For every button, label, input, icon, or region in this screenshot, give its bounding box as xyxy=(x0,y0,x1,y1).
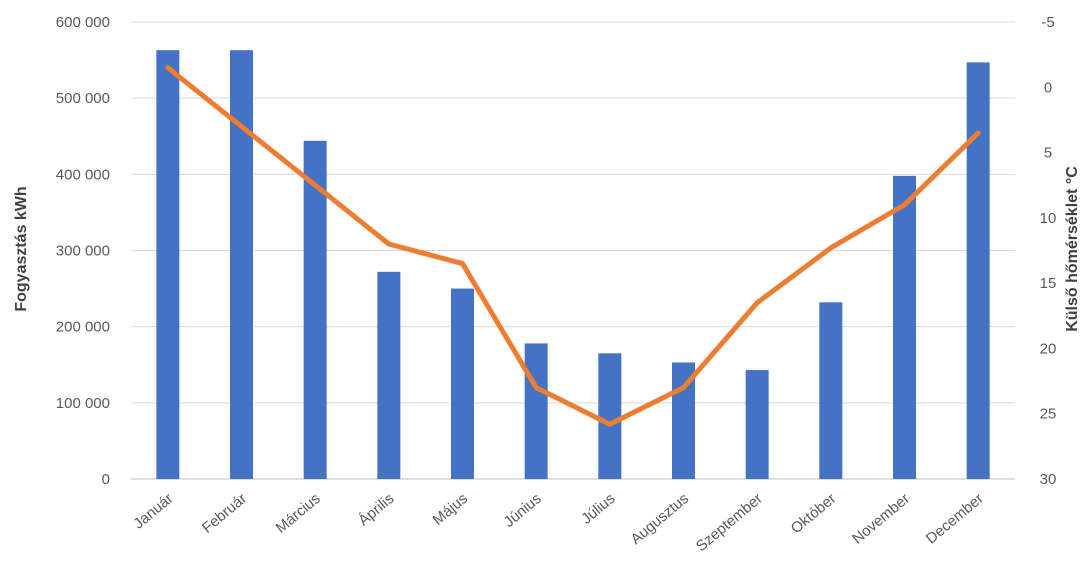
x-tick-label: Február xyxy=(199,490,250,537)
x-tick-label: Március xyxy=(273,490,324,537)
left-tick-label: 100 000 xyxy=(56,395,110,412)
x-tick-label: November xyxy=(849,490,913,548)
bar xyxy=(156,50,180,479)
left-tick-label: 600 000 xyxy=(56,14,110,31)
x-tick-label: Január xyxy=(130,490,176,533)
right-tick-label: 20 xyxy=(1040,340,1057,357)
bar xyxy=(524,343,548,479)
bar xyxy=(451,288,474,479)
left-tick-label: 0 xyxy=(102,471,110,488)
consumption-bars xyxy=(156,50,990,479)
bar xyxy=(819,302,843,479)
right-tick-label: 25 xyxy=(1040,406,1057,423)
left-tick-label: 400 000 xyxy=(56,166,110,183)
right-axis-ticks: -5 0 5 10 15 20 25 30 xyxy=(1040,14,1057,488)
x-tick-label: Október xyxy=(788,490,840,537)
left-axis-title: Fogyasztás kWh xyxy=(13,186,30,311)
x-tick-label: Április xyxy=(355,490,397,529)
right-tick-label: 30 xyxy=(1040,471,1057,488)
x-tick-label: Június xyxy=(501,490,545,531)
x-tick-label: Július xyxy=(578,490,618,528)
bar xyxy=(893,175,916,479)
right-tick-label: 10 xyxy=(1040,210,1057,227)
gridlines xyxy=(131,21,1015,480)
bar xyxy=(598,353,622,479)
x-tick-label: Augusztus xyxy=(627,490,692,548)
right-axis-title: Külső hőmérséklet °C xyxy=(1064,166,1081,332)
right-tick-label: 15 xyxy=(1040,275,1057,292)
right-tick-label: 0 xyxy=(1044,79,1052,96)
bar xyxy=(966,62,990,479)
temperature-line xyxy=(165,65,981,427)
bar xyxy=(303,140,327,479)
left-axis-ticks: 0 100 000 200 000 300 000 400 000 500 000 600 … xyxy=(56,14,110,488)
x-tick-label: December xyxy=(923,490,987,548)
left-tick-label: 300 000 xyxy=(56,243,110,260)
left-tick-label: 200 000 xyxy=(56,319,110,336)
bar xyxy=(745,370,769,479)
right-tick-label: -5 xyxy=(1041,14,1054,31)
bar xyxy=(377,271,401,479)
left-tick-label: 500 000 xyxy=(56,90,110,107)
right-tick-label: 5 xyxy=(1044,145,1052,162)
x-tick-label: Szeptember xyxy=(693,490,766,555)
x-axis-ticks: Január Február Március Április Május Június Jú… xyxy=(130,490,986,555)
x-tick-label: Május xyxy=(429,490,471,529)
bar xyxy=(230,50,253,479)
